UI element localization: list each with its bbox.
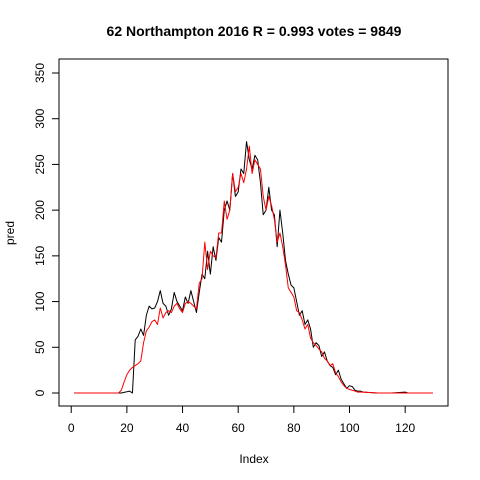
y-tick-label: 150: [33, 246, 47, 266]
y-axis: 0 50 100 150 200 250 300 350: [33, 63, 60, 396]
x-axis-label: Index: [239, 452, 268, 466]
y-tick-label: 250: [33, 154, 47, 174]
x-tick-label: 60: [232, 421, 246, 435]
y-tick-label: 300: [33, 108, 47, 128]
series-line-1: [74, 141, 433, 394]
x-tick-label: 120: [395, 421, 415, 435]
y-tick-label: 350: [33, 63, 47, 83]
series-line-2: [74, 145, 433, 394]
y-tick-label: 0: [33, 389, 47, 396]
x-tick-label: 80: [287, 421, 301, 435]
x-tick-label: 0: [68, 421, 75, 435]
x-tick-label: 40: [176, 421, 190, 435]
y-tick-label: 100: [33, 291, 47, 311]
plot-frame: [58, 58, 449, 407]
y-axis-label: pred: [3, 221, 17, 245]
y-tick-label: 50: [33, 340, 47, 354]
x-tick-label: 20: [120, 421, 134, 435]
x-tick-label: 100: [339, 421, 359, 435]
series-layer: [74, 141, 433, 394]
chart-title: 62 Northampton 2016 R = 0.993 votes = 98…: [107, 23, 402, 39]
x-axis: 0 20 40 60 80 100 120: [68, 405, 416, 435]
y-tick-label: 200: [33, 200, 47, 220]
